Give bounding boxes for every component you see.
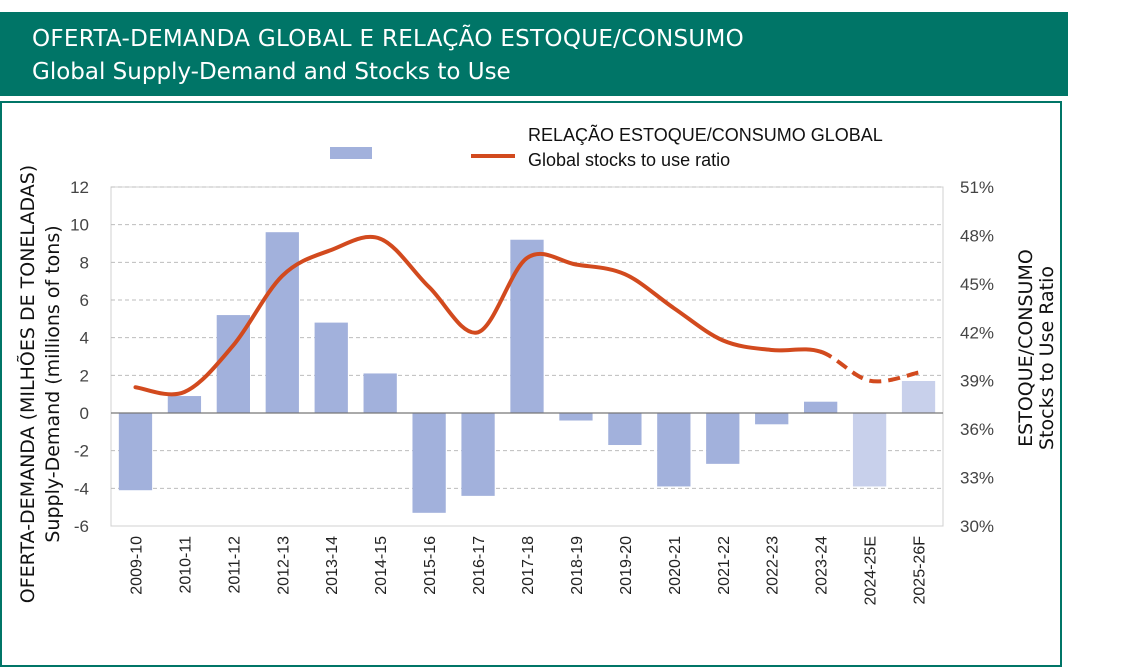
- left-tick-label: 2: [80, 366, 89, 385]
- stocks-to-use-line: [133, 234, 823, 397]
- left-axis-title-pt: OFERTA-DEMANDA (MILHÕES DE TONELADAS): [16, 165, 39, 603]
- bar-2023-24: [804, 401, 838, 413]
- left-tick-label: 0: [80, 404, 89, 423]
- bar-2016-17: [461, 413, 495, 496]
- x-tick-label: 2012-13: [275, 536, 292, 595]
- x-axis-ticks: 2009-10 2010-11 2011-12 2012-13 2013-14 2014-…: [129, 536, 929, 606]
- bar-2017-18: [510, 239, 544, 413]
- right-tick-label: 36%: [960, 420, 994, 439]
- legend-line-label-pt: RELAÇÃO ESTOQUE/CONSUMO GLOBAL: [528, 124, 883, 145]
- right-tick-label: 51%: [960, 178, 994, 197]
- x-tick-label: 2014-15: [373, 536, 390, 595]
- stocks-to-use-line-projected: [819, 349, 919, 384]
- x-tick-label: 2011-12: [226, 536, 243, 594]
- bar-2010-11: [167, 396, 202, 413]
- left-tick-label: 4: [80, 329, 89, 348]
- chart-frame: [0, 101, 1062, 667]
- left-tick-label: -4: [74, 479, 89, 498]
- x-tick-label: 2020-21: [667, 536, 684, 595]
- left-tick-label: -2: [74, 442, 89, 461]
- right-axis-ticks: 51% 48% 45% 42% 39% 36% 33% 30%: [960, 178, 994, 536]
- right-axis-title-en: Stocks to Use Ratio: [1036, 266, 1058, 450]
- left-tick-label: 8: [80, 253, 89, 272]
- right-tick-label: 45%: [960, 275, 994, 294]
- legend-line-label-en: Global stocks to use ratio: [528, 150, 730, 170]
- x-tick-label: 2017-18: [520, 536, 537, 595]
- bar-2013-14: [314, 322, 348, 413]
- right-tick-label: 48%: [960, 226, 994, 245]
- title-portuguese: OFERTA-DEMANDA GLOBAL E RELAÇÃO ESTOQUE/…: [32, 26, 745, 52]
- bar-2022-23: [755, 413, 789, 425]
- left-axis-title-en: Supply-Demand (millions of tons): [42, 225, 64, 542]
- right-tick-label: 39%: [960, 372, 994, 391]
- x-tick-label: 2018-19: [569, 536, 586, 595]
- right-axis-title-pt: ESTOQUE/CONSUMO: [1015, 249, 1037, 447]
- x-tick-label: 2009-10: [129, 536, 146, 595]
- x-tick-label: 2019-20: [618, 536, 635, 595]
- left-tick-label: 12: [70, 178, 89, 197]
- left-tick-label: 6: [80, 291, 89, 310]
- title-english: Global Supply-Demand and Stocks to Use: [32, 59, 511, 85]
- bar-2018-19: [559, 413, 593, 421]
- bar-2019-20: [608, 413, 642, 446]
- right-tick-label: 42%: [960, 323, 994, 342]
- x-tick-label: 2015-16: [422, 536, 439, 595]
- x-tick-label: 2024-25E: [863, 536, 880, 605]
- left-tick-label: 10: [70, 216, 89, 235]
- x-tick-label: 2022-23: [765, 536, 782, 595]
- x-tick-label: 2013-14: [324, 536, 341, 595]
- bar-2021-22: [706, 413, 740, 464]
- right-tick-label: 30%: [960, 517, 994, 536]
- x-tick-label: 2016-17: [471, 536, 488, 595]
- bars: [118, 232, 936, 513]
- chart-header: OFERTA-DEMANDA GLOBAL E RELAÇÃO ESTOQUE/…: [0, 12, 1068, 96]
- bar-2014-15: [363, 373, 397, 413]
- x-tick-label: 2025-26F: [912, 536, 929, 605]
- x-tick-label: 2021-22: [716, 536, 733, 595]
- bar-2015-16: [412, 413, 446, 513]
- x-tick-label: 2023-24: [814, 536, 831, 595]
- bar-2012-13: [265, 232, 299, 413]
- legend-bar-swatch: [330, 147, 372, 159]
- right-tick-label: 33%: [960, 469, 994, 488]
- bar-2025-26F: [901, 380, 936, 413]
- bar-2009-10: [118, 413, 153, 491]
- x-tick-label: 2010-11: [177, 536, 194, 594]
- bar-2024-25E: [852, 413, 887, 487]
- left-axis-ticks: 12 10 8 6 4 2 0 -2 -4 -6: [70, 178, 89, 536]
- left-tick-label: -6: [74, 517, 89, 536]
- bar-2020-21: [657, 413, 691, 487]
